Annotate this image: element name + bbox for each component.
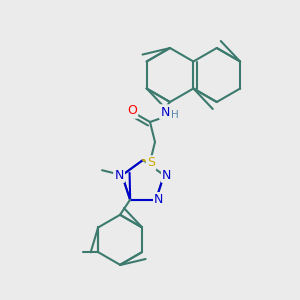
Text: S: S (147, 157, 155, 169)
Text: N: N (114, 169, 124, 182)
Text: N: N (160, 106, 170, 118)
Text: N: N (162, 169, 172, 182)
Text: H: H (171, 110, 179, 120)
Text: N: N (154, 193, 164, 206)
Text: O: O (127, 104, 137, 118)
